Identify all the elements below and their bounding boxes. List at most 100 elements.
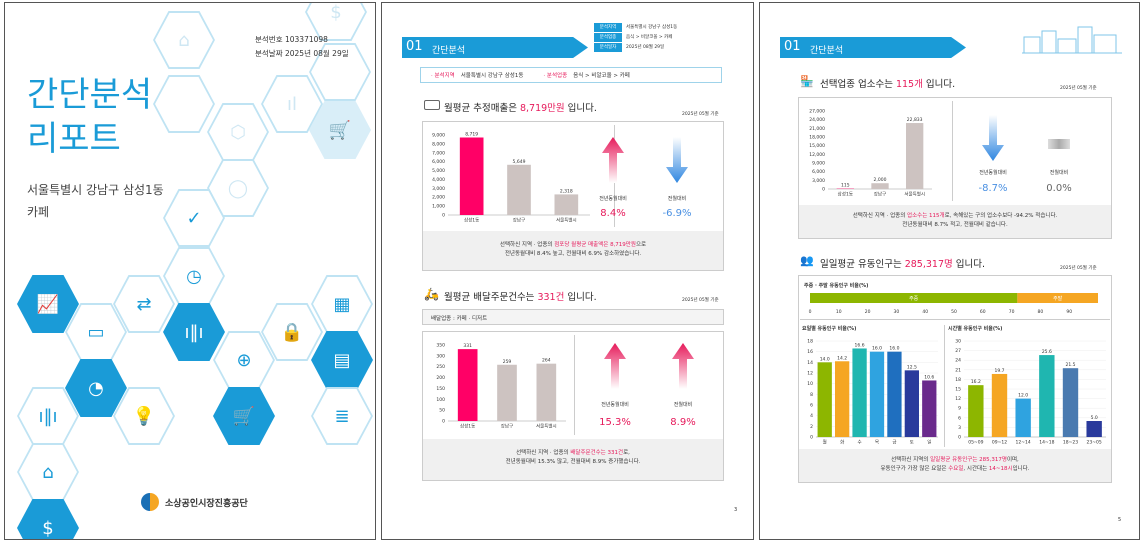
change-label: 전월대비 (673, 402, 693, 408)
y-tick-label: 3,000 (812, 178, 825, 184)
document-icon: ≣ (334, 405, 350, 427)
wallet-icon: ▭ (87, 321, 105, 343)
pie-chart-icon: ◔ (88, 377, 104, 399)
meta-label: 분석업종 (594, 33, 622, 42)
y-tick-label: 0 (810, 435, 813, 441)
y-tick-label: 2,000 (432, 195, 445, 201)
data-label: 331 (463, 343, 472, 349)
y-tick-label: 200 (436, 375, 445, 381)
sales-chart: 0 1,000 2,000 3,000 4,000 5,000 6,000 7,000 8,00… (432, 131, 590, 224)
org-logo-icon (141, 493, 159, 511)
summary-text: , 시간대는 (963, 466, 989, 472)
divider (944, 325, 945, 447)
sales-icon (424, 100, 440, 110)
y-tick-label: 12 (807, 371, 813, 377)
title-text: 입니다. (564, 103, 597, 114)
bar (1017, 293, 1098, 303)
change-label: 전월대비 (667, 196, 687, 202)
hex-tile: 🛒 (309, 101, 371, 159)
qr-icon: ▦ (333, 293, 351, 315)
summary-text: 유동인구가 가장 많은 요일은 (880, 466, 949, 472)
y-tick-label: 6 (958, 415, 961, 421)
x-tick-label: 0 (809, 309, 812, 315)
data-label: 16.6 (855, 342, 865, 348)
up-arrow-icon (672, 343, 694, 389)
reference-date: 2025년 05월 기준 (682, 112, 719, 117)
gear-icon: ⬡ (230, 121, 246, 143)
bar (459, 137, 484, 215)
x-tick-label: 서울특별시 (556, 217, 577, 224)
bar (834, 361, 850, 437)
y-tick-label: 1,000 (432, 204, 445, 210)
y-tick-label: 12 (955, 396, 961, 402)
clock-icon: ◷ (186, 265, 202, 287)
hex-tile (309, 43, 371, 101)
stores-mom-value: 0.0% (1046, 183, 1072, 194)
y-tick-label: 14 (807, 360, 813, 366)
divider (800, 319, 1110, 320)
y-tick-label: 8,000 (432, 141, 445, 147)
y-tick-label: 16 (807, 349, 813, 355)
filter-label: · 분석지역 (431, 73, 455, 79)
bar (810, 293, 1018, 303)
bar (906, 123, 924, 189)
delivery-summary: 선택하신 지역 · 업종의 배달주문건수는 331건로, 전년동월대비 15.3… (423, 439, 723, 480)
dow-title: 요일별 유동인구 비율(%) (802, 326, 857, 332)
bar (968, 385, 984, 437)
pop-summary: 선택하신 지역의 일일평균 유동인구는 285,317명이며, 유동인구가 가장… (799, 449, 1111, 482)
filter-label: · 분석업종 (543, 73, 568, 79)
hex-tile: $ (17, 499, 79, 539)
filter-industry: 음식 > 비알코올 > 카페 (573, 73, 630, 79)
change-label: 전월대비 (1049, 170, 1069, 176)
y-tick-label: 0 (822, 187, 825, 193)
y-tick-label: 5,000 (432, 168, 445, 174)
candlestick-icon: ıl (286, 93, 297, 115)
page-number: 3 (734, 507, 738, 513)
title-value: 285,317명 (904, 259, 953, 270)
summary-text: 전년동월대비 8.4% 높고, 전월대비 6.9% 감소하였습니다. (504, 251, 642, 257)
x-tick-label: 삼성1동 (464, 217, 479, 224)
meta-label: 분석지역 (594, 23, 622, 32)
title-text: 입니다. (564, 292, 597, 303)
sales-yoy-value: 8.4% (600, 208, 626, 219)
x-tick-label: 30 (894, 309, 900, 315)
title-text: 일일평균 유동인구는 (820, 259, 905, 270)
x-tick-label: 50 (951, 309, 957, 315)
summary-text: 입니다. (1012, 466, 1030, 472)
y-tick-label: 0 (442, 419, 445, 425)
y-tick-label: 4,000 (432, 177, 445, 183)
money-icon: $ (330, 2, 342, 23)
x-tick-label: 강남구 (501, 423, 513, 430)
bar (922, 380, 937, 437)
series-label: 주말 (1053, 295, 1063, 302)
title-value: 331건 (537, 292, 565, 303)
y-tick-label: 100 (436, 397, 445, 403)
x-tick-label: 서울특별시 (536, 423, 557, 430)
data-label: 2,000 (874, 177, 887, 183)
cover-title-line1: 간단분석 (27, 75, 153, 115)
summary-highlight: 업소수는 115개 (907, 213, 945, 219)
data-label: 12.5 (907, 364, 917, 370)
summary-text: 이며, (1006, 457, 1019, 463)
bar (1062, 368, 1079, 437)
bar (1086, 421, 1102, 437)
section-header-bar (402, 37, 588, 58)
x-tick-label: 수 (858, 440, 862, 446)
data-label: 16.2 (971, 379, 981, 385)
series-label: 주중 (909, 296, 919, 302)
section-title: 간단분석 (810, 46, 844, 56)
summary-highlight: 일일평균 유동인구는 285,317명 (930, 457, 1007, 463)
delivery-industry: 배달업종 : 카페 · 디저트 (422, 309, 724, 325)
doc-date: 분석날짜 2025년 08월 29일 (255, 49, 349, 58)
summary-text: 선택하신 지역 · 업종의 (516, 450, 571, 456)
x-tick-label: 70 (1009, 309, 1015, 315)
stores-title: 선택업종 업소수는 115개 입니다. (820, 76, 955, 90)
delivery-mom-value: 8.9% (670, 417, 696, 428)
page-number: 5 (1118, 517, 1122, 523)
y-tick-label: 21,000 (809, 126, 825, 132)
y-tick-label: 24,000 (809, 117, 825, 123)
hex-tile: ⌂ (153, 11, 215, 69)
sales-title: 월평균 추정매출은 8,719만원 입니다. (444, 100, 597, 114)
y-tick-label: 3,000 (432, 186, 445, 192)
pop-card (798, 275, 1112, 483)
